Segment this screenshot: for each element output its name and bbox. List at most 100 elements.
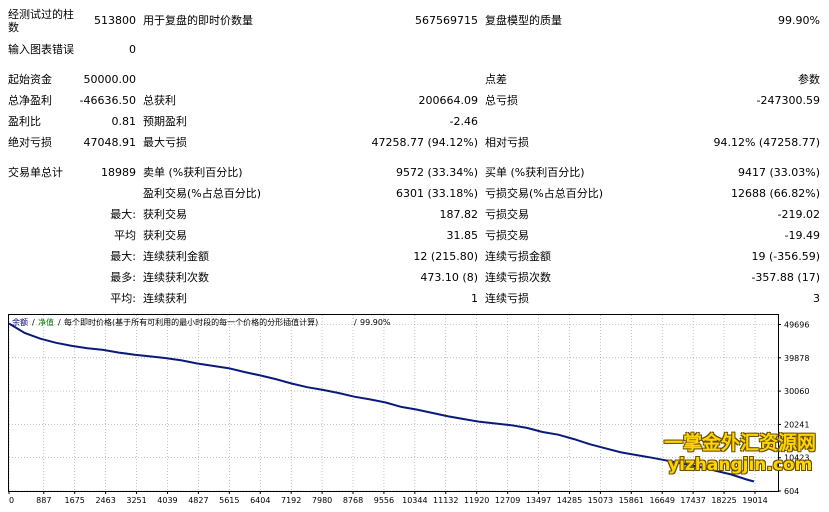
total-trades-value: 18989 bbox=[101, 166, 136, 179]
x-tick-label: 6404 bbox=[250, 496, 270, 505]
profit-factor-label: 盈利比 bbox=[8, 115, 41, 128]
initial-deposit-value: 50000.00 bbox=[83, 73, 137, 86]
maximal-loss-value: -357.88 (17) bbox=[751, 271, 820, 284]
legend-separator: / bbox=[354, 318, 357, 327]
max-cons-losses-label: 连续亏损金额 bbox=[485, 250, 551, 263]
max-consecutive-label: 最大: bbox=[110, 250, 136, 263]
max-cons-wins-value: 12 (215.80) bbox=[413, 250, 478, 263]
ticks-label: 用于复盘的即时价数量 bbox=[143, 14, 253, 27]
gross-profit-label: 总获利 bbox=[143, 94, 176, 107]
avg-loss-value: -19.49 bbox=[784, 229, 820, 242]
quality-label: 复盘模型的质量 bbox=[485, 14, 562, 27]
errors-label: 输入图表错误 bbox=[8, 43, 74, 56]
x-tick-label: 1675 bbox=[65, 496, 85, 505]
plot-frame bbox=[8, 314, 779, 492]
gross-loss-label: 总亏损 bbox=[485, 94, 518, 107]
largest-label: 最大: bbox=[110, 208, 136, 221]
x-tick-label: 9556 bbox=[374, 496, 394, 505]
initial-deposit-label: 起始资金 bbox=[8, 73, 52, 86]
spread-label: 点差 bbox=[485, 73, 507, 86]
x-tick-label: 15073 bbox=[588, 496, 613, 505]
y-tick-label: 39878 bbox=[784, 354, 809, 363]
rel-drawdown-value: 94.12% (47258.77) bbox=[713, 136, 820, 149]
avg-cons-losses-label: 连续亏损 bbox=[485, 292, 529, 305]
long-positions-value: 9417 (33.03%) bbox=[737, 166, 820, 179]
legend-equity: 净值 bbox=[38, 317, 54, 327]
largest-profit-value: 187.82 bbox=[439, 208, 479, 221]
profit-trades-value: 6301 (33.18%) bbox=[395, 187, 478, 200]
gross-profit-value: 200664.09 bbox=[418, 94, 479, 107]
largest-loss-value: -219.02 bbox=[777, 208, 820, 221]
y-axis-ticks: 604 10423 20241 30060 39878 49696 bbox=[778, 321, 809, 496]
maximal-loss-label: 连续亏损次数 bbox=[485, 271, 551, 284]
spread-value: 参数 bbox=[798, 73, 820, 86]
max-drawdown-label: 最大亏损 bbox=[143, 136, 187, 149]
largest-profit-label: 获利交易 bbox=[143, 208, 187, 221]
maximal-profit-value: 473.10 (8) bbox=[420, 271, 478, 284]
x-tick-label: 12709 bbox=[495, 496, 520, 505]
expected-payoff-value: -2.46 bbox=[449, 115, 478, 128]
quality-value: 99.90% bbox=[778, 14, 820, 27]
y-tick-label: 20241 bbox=[784, 420, 809, 429]
avg-profit-label: 获利交易 bbox=[143, 229, 187, 242]
y-tick-label: 10423 bbox=[784, 454, 809, 463]
abs-drawdown-value: 47048.91 bbox=[83, 136, 137, 149]
watermark-cn: 一掌金外汇资源网 bbox=[664, 432, 817, 454]
short-positions-label: 卖单 (%获利百分比) bbox=[143, 166, 243, 179]
x-tick-label: 7980 bbox=[312, 496, 332, 505]
profit-factor-value: 0.81 bbox=[111, 115, 137, 128]
x-tick-label: 4827 bbox=[188, 496, 208, 505]
x-tick-label: 17437 bbox=[680, 496, 705, 505]
balance-series-line bbox=[8, 322, 755, 483]
y-tick-label: 30060 bbox=[784, 387, 809, 396]
x-tick-label: 0 bbox=[9, 496, 14, 505]
expected-payoff-label: 预期盈利 bbox=[143, 115, 187, 128]
bars-tested-value: 513800 bbox=[94, 14, 136, 27]
watermark-url: yizhangjin.com bbox=[668, 455, 813, 475]
rel-drawdown-label: 相对亏损 bbox=[485, 136, 529, 149]
x-tick-label: 5615 bbox=[219, 496, 239, 505]
x-tick-label: 15861 bbox=[619, 496, 644, 505]
x-tick-label: 10344 bbox=[402, 496, 427, 505]
x-axis-ticks: 0 887 1675 2463 3251 4039 4827 5615 6404 7192 7980… bbox=[8, 491, 768, 505]
avg-cons-wins-value: 1 bbox=[471, 292, 478, 305]
largest-loss-label: 亏损交易 bbox=[485, 208, 529, 221]
average-label: 平均 bbox=[114, 229, 136, 242]
gross-loss-value: -247300.59 bbox=[756, 94, 820, 107]
x-tick-label: 2463 bbox=[95, 496, 115, 505]
max-drawdown-value: 47258.77 (94.12%) bbox=[371, 136, 478, 149]
avg-profit-value: 31.85 bbox=[446, 229, 479, 242]
x-tick-label: 7192 bbox=[281, 496, 301, 505]
avg-cons-wins-label: 连续获利 bbox=[143, 292, 187, 305]
loss-trades-label: 亏损交易(%占总百分比) bbox=[485, 187, 604, 200]
y-tick-label: 604 bbox=[784, 487, 799, 496]
net-profit-label: 总净盈利 bbox=[8, 94, 52, 107]
x-tick-label: 13497 bbox=[526, 496, 551, 505]
short-positions-value: 9572 (33.34%) bbox=[395, 166, 478, 179]
legend-quality: 99.90% bbox=[360, 318, 391, 327]
x-tick-label: 16649 bbox=[649, 496, 674, 505]
maximal-label: 最多: bbox=[110, 271, 136, 284]
balance-chart: 0 887 1675 2463 3251 4039 4827 5615 6404 7192 7980… bbox=[0, 306, 829, 512]
loss-trades-value: 12688 (66.82%) bbox=[730, 187, 820, 200]
abs-drawdown-label: 绝对亏损 bbox=[8, 136, 52, 149]
legend-separator: / bbox=[32, 318, 35, 327]
x-tick-label: 8768 bbox=[343, 496, 363, 505]
net-profit-value: -46636.50 bbox=[79, 94, 136, 107]
y-tick-label: 49696 bbox=[784, 321, 809, 330]
avg-cons-losses-value: 3 bbox=[813, 292, 820, 305]
bars-tested-label: 经测试过的柱数 bbox=[8, 8, 74, 34]
x-tick-label: 11920 bbox=[464, 496, 489, 505]
x-tick-label: 14285 bbox=[557, 496, 582, 505]
x-tick-label: 19014 bbox=[742, 496, 767, 505]
errors-value: 0 bbox=[129, 43, 136, 56]
x-tick-label: 4039 bbox=[157, 496, 177, 505]
legend-balance: 余额 bbox=[12, 317, 28, 327]
ticks-value: 567569715 bbox=[415, 14, 478, 27]
legend-model: 每个即时价格(基于所有可利用的最小时段的每一个价格的分形插值计算) bbox=[64, 317, 318, 327]
total-trades-label: 交易单总计 bbox=[8, 166, 63, 179]
x-tick-label: 887 bbox=[36, 496, 51, 505]
profit-trades-label: 盈利交易(%占总百分比) bbox=[143, 187, 262, 200]
avg-loss-label: 亏损交易 bbox=[485, 229, 529, 242]
x-tick-label: 11132 bbox=[433, 496, 458, 505]
